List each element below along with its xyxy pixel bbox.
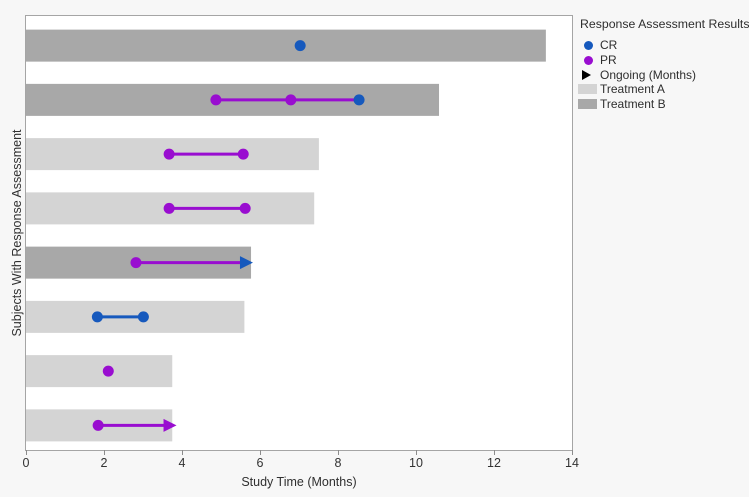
legend-arrow-icon <box>580 69 600 80</box>
x-tick <box>337 450 339 455</box>
x-axis-title: Study Time (Months) <box>241 475 357 489</box>
y-axis-title: Subjects With Response Assessment <box>10 129 24 337</box>
x-tick-label: 2 <box>100 456 108 470</box>
legend: Response Assessment Results CR PR Ongoing … <box>578 17 749 112</box>
legend-item-treatment-a[interactable]: Treatment A <box>578 82 748 97</box>
x-tick <box>571 450 573 455</box>
response-dot-cr[interactable] <box>353 94 365 106</box>
x-tick-label: 8 <box>334 456 342 470</box>
legend-item-treatment-b[interactable]: Treatment B <box>578 97 748 112</box>
response-dot-pr[interactable] <box>163 202 175 214</box>
legend-item-label: Ongoing (Months) <box>600 67 697 82</box>
ongoing-arrow[interactable] <box>239 256 253 270</box>
response-dot-pr[interactable] <box>102 365 114 377</box>
plot-area <box>25 15 573 451</box>
legend-item-label: Treatment B <box>600 97 666 112</box>
marker-glyph <box>584 55 593 65</box>
legend-item-cr[interactable]: CR <box>580 38 748 53</box>
x-tick-label: 6 <box>256 456 264 470</box>
x-axis: 0 2 4 6 8 10 12 14 <box>23 450 579 480</box>
legend-swatch-icon <box>578 99 600 110</box>
plot-canvas <box>26 29 546 442</box>
legend-item-pr[interactable]: PR <box>580 53 748 68</box>
x-tick <box>181 450 183 455</box>
x-tick-label: 14 <box>565 456 579 470</box>
legend-swatch-icon <box>578 84 600 95</box>
response-dot-pr[interactable] <box>163 148 175 160</box>
response-dot-pr[interactable] <box>130 257 142 269</box>
legend-circle-icon <box>580 40 600 50</box>
x-tick <box>493 450 495 455</box>
x-tick <box>25 450 27 455</box>
response-dot-pr[interactable] <box>92 419 104 431</box>
ongoing-arrow[interactable] <box>163 418 177 432</box>
legend-item-ongoing-months-[interactable]: Ongoing (Months) <box>580 67 748 82</box>
marker-glyph <box>582 69 591 80</box>
marker-glyph <box>578 99 597 110</box>
legend-item-label: Treatment A <box>600 82 665 97</box>
x-tick-label: 0 <box>22 456 30 470</box>
legend-items: CR PR Ongoing (Months) Treatment A Treatment… <box>578 38 748 112</box>
legend-circle-icon <box>580 55 600 65</box>
treatment-bar[interactable] <box>26 29 546 62</box>
x-tick <box>103 450 105 455</box>
x-tick-label: 10 <box>409 456 423 470</box>
response-dot-pr[interactable] <box>210 94 222 106</box>
x-tick <box>415 450 417 455</box>
response-dot-pr[interactable] <box>285 94 297 106</box>
legend-item-label: CR <box>600 38 618 53</box>
response-dot-cr[interactable] <box>294 40 306 52</box>
treatment-bar[interactable] <box>26 355 173 388</box>
response-dot-cr[interactable] <box>91 311 103 323</box>
marker-glyph <box>578 84 597 95</box>
legend-title: Response Assessment Results <box>580 17 749 31</box>
marker-glyph <box>584 40 593 50</box>
response-dot-pr[interactable] <box>239 202 251 214</box>
x-tick <box>259 450 261 455</box>
response-dot-cr[interactable] <box>137 311 149 323</box>
x-tick-label: 12 <box>487 456 501 470</box>
legend-item-label: PR <box>600 53 617 68</box>
x-tick-label: 4 <box>178 456 186 470</box>
response-dot-pr[interactable] <box>237 148 249 160</box>
